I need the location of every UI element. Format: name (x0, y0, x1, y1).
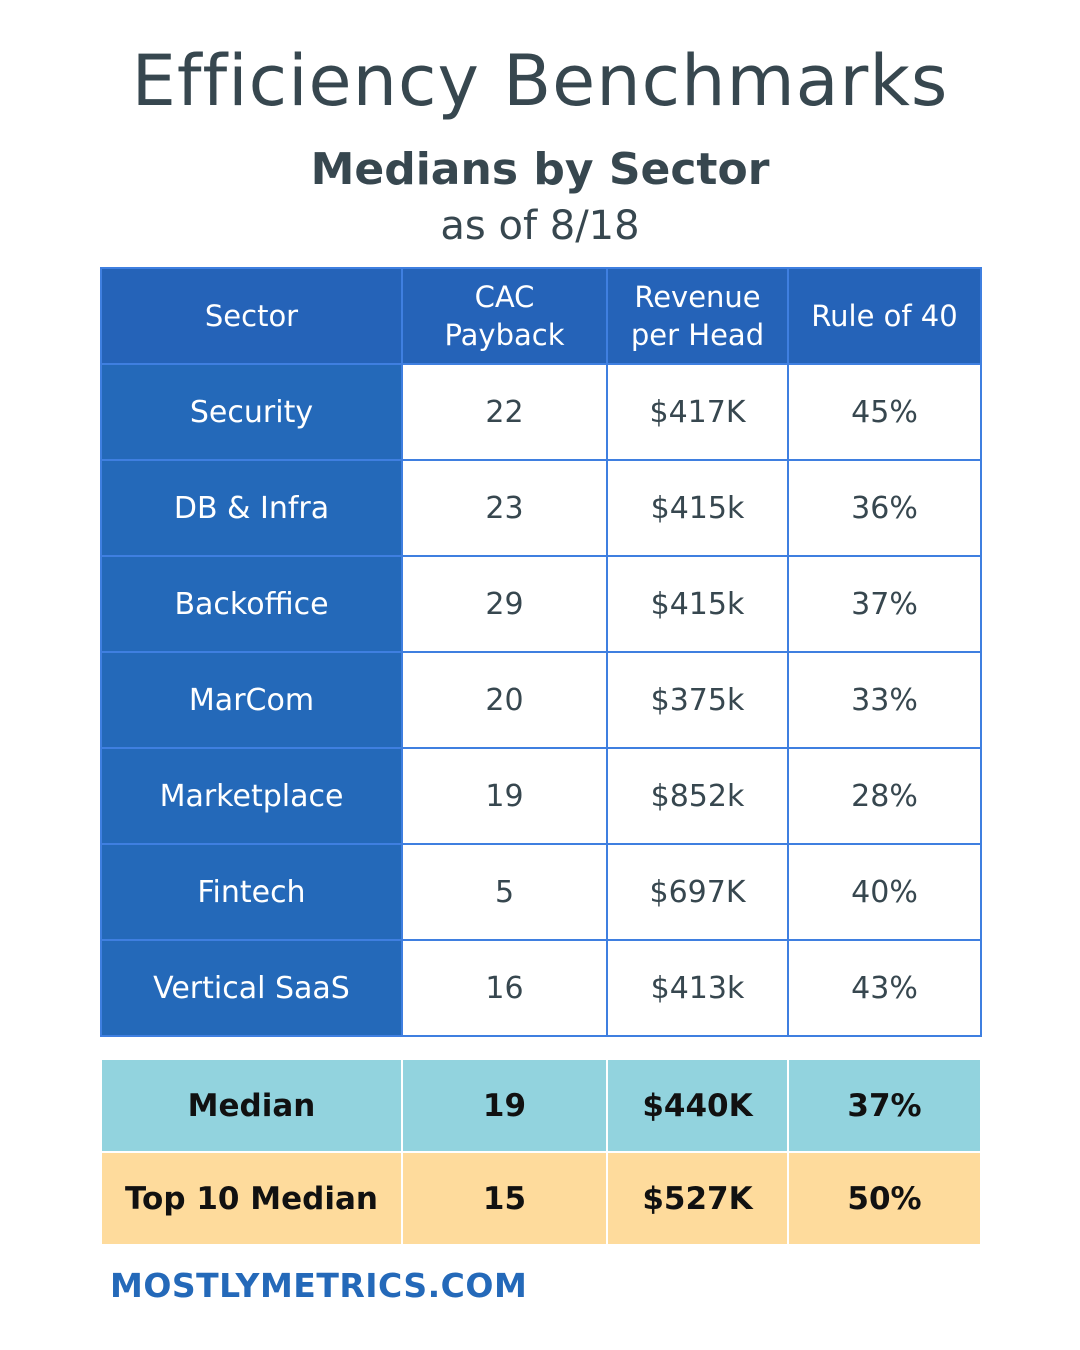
cac-payback-cell: 5 (401, 843, 608, 941)
as-of-date: as of 8/18 (440, 203, 640, 249)
cac-payback-cell: 16 (401, 939, 608, 1037)
table-row: Fintech 5 $697K 40% (100, 843, 982, 941)
summary-label-cell: Top 10 Median (100, 1151, 403, 1244)
rule-of-40-cell: 43% (787, 939, 982, 1037)
rule-of-40-cell: 36% (787, 459, 982, 557)
revenue-per-head-cell: $413k (606, 939, 789, 1037)
summary-table: Median 19 $440K 37% Top 10 Median 15 $527K 50% (100, 1058, 982, 1244)
sector-cell: Backoffice (100, 555, 403, 653)
column-header-revenue-per-head: Revenue per Head (606, 267, 789, 365)
table-row: Marketplace 19 $852k 28% (100, 747, 982, 845)
revenue-per-head-cell: $415k (606, 555, 789, 653)
revenue-per-head-cell: $415k (606, 459, 789, 557)
sector-cell: Vertical SaaS (100, 939, 403, 1037)
summary-rule-of-40-cell: 37% (787, 1058, 982, 1152)
sector-cell: Fintech (100, 843, 403, 941)
sector-cell: DB & Infra (100, 459, 403, 557)
table-header-row: Sector CAC Payback Revenue per Head Rule… (100, 267, 982, 365)
top-10-median-row: Top 10 Median 15 $527K 50% (100, 1151, 982, 1244)
summary-label-cell: Median (100, 1058, 403, 1152)
cac-payback-cell: 23 (401, 459, 608, 557)
rule-of-40-cell: 45% (787, 363, 982, 461)
footer-site-link[interactable]: MOSTLYMETRICS.COM (110, 1266, 528, 1305)
median-row: Median 19 $440K 37% (100, 1058, 982, 1152)
summary-cac-payback-cell: 15 (401, 1151, 608, 1244)
revenue-per-head-cell: $375k (606, 651, 789, 749)
summary-rule-of-40-cell: 50% (787, 1151, 982, 1244)
revenue-per-head-cell: $697K (606, 843, 789, 941)
revenue-per-head-cell: $417K (606, 363, 789, 461)
column-header-rule-of-40: Rule of 40 (787, 267, 982, 365)
rule-of-40-cell: 33% (787, 651, 982, 749)
sector-cell: Marketplace (100, 747, 403, 845)
cac-payback-cell: 19 (401, 747, 608, 845)
table-row: DB & Infra 23 $415k 36% (100, 459, 982, 557)
page-subtitle: Medians by Sector (310, 144, 770, 195)
summary-revenue-per-head-cell: $440K (606, 1058, 789, 1152)
summary-cac-payback-cell: 19 (401, 1058, 608, 1152)
table-row: Backoffice 29 $415k 37% (100, 555, 982, 653)
table-row: Security 22 $417K 45% (100, 363, 982, 461)
cac-payback-cell: 22 (401, 363, 608, 461)
cac-payback-cell: 20 (401, 651, 608, 749)
table-row: MarCom 20 $375k 33% (100, 651, 982, 749)
summary-revenue-per-head-cell: $527K (606, 1151, 789, 1244)
rule-of-40-cell: 37% (787, 555, 982, 653)
column-header-cac-payback: CAC Payback (401, 267, 608, 365)
sector-cell: MarCom (100, 651, 403, 749)
revenue-per-head-cell: $852k (606, 747, 789, 845)
table-row: Vertical SaaS 16 $413k 43% (100, 939, 982, 1037)
rule-of-40-cell: 40% (787, 843, 982, 941)
benchmark-table: Sector CAC Payback Revenue per Head Rule… (100, 267, 982, 1037)
cac-payback-cell: 29 (401, 555, 608, 653)
sector-cell: Security (100, 363, 403, 461)
column-header-sector: Sector (100, 267, 403, 365)
page-title: Efficiency Benchmarks (131, 40, 949, 122)
rule-of-40-cell: 28% (787, 747, 982, 845)
